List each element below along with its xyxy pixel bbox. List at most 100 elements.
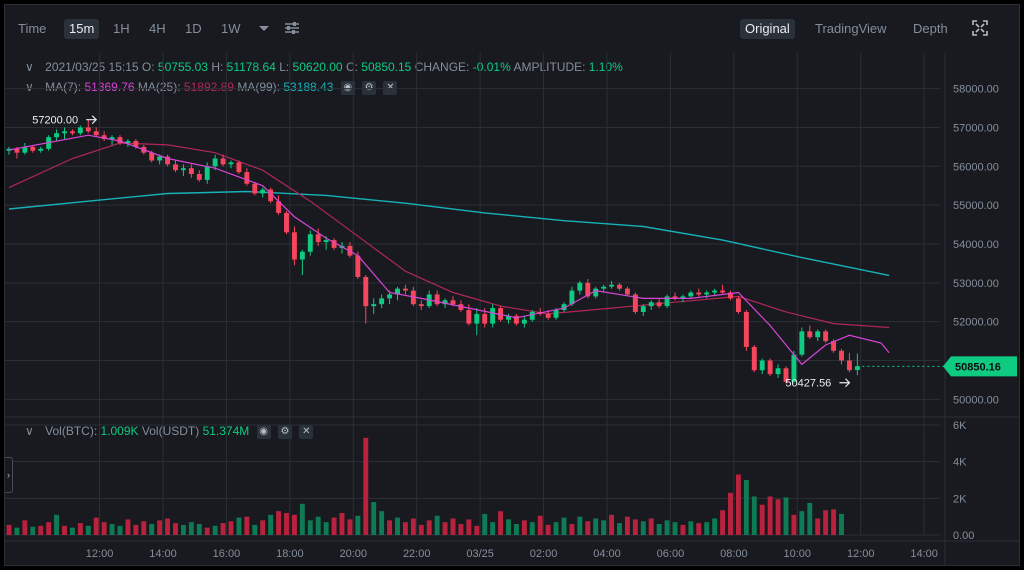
view-depth[interactable]: Depth: [913, 21, 948, 36]
time-axis-tick: 06:00: [657, 548, 685, 560]
chart-panel: Time 15m 1H 4H 1D 1W Original TradingVie…: [4, 4, 1020, 566]
candle-body: [624, 288, 630, 295]
volume-bar: [783, 497, 789, 535]
amplitude-value: 1.10%: [588, 60, 623, 74]
candle-body: [157, 156, 163, 161]
side-panel-toggle[interactable]: ›: [5, 457, 13, 493]
volume-bar: [173, 523, 178, 535]
ma-info-row: ∨ MA(7): 51369.76 MA(25): 51892.89 MA(99…: [25, 79, 398, 95]
ma-settings-gear-icon[interactable]: ⚙: [362, 80, 377, 95]
candle-body: [244, 172, 250, 184]
volume-bar: [466, 519, 472, 535]
volume-bar: [609, 514, 615, 535]
candle-body: [490, 308, 496, 324]
candle-body: [173, 164, 178, 171]
interval-time[interactable]: Time: [18, 21, 47, 36]
candle-body: [521, 319, 527, 324]
volume-bar: [220, 523, 226, 535]
candle-body: [117, 137, 123, 143]
volume-bar: [458, 524, 464, 535]
candle-body: [54, 133, 60, 138]
volume-bar: [640, 521, 646, 535]
candle-body: [577, 282, 583, 291]
candle-body: [482, 313, 488, 324]
candle-body: [561, 304, 567, 311]
interval-4h[interactable]: 4H: [149, 21, 166, 36]
collapse-ma-icon[interactable]: ∨: [25, 80, 34, 94]
low-label: L:: [279, 60, 290, 74]
volume-bar: [133, 524, 139, 535]
volume-bar: [474, 525, 480, 535]
volume-bar: [529, 522, 535, 535]
view-tradingview[interactable]: TradingView: [815, 21, 887, 36]
price-annotation-label: 57200.00: [32, 115, 78, 127]
candle-body: [236, 162, 242, 173]
ma-close-icon[interactable]: ✕: [383, 80, 398, 95]
volume-bar: [593, 518, 599, 535]
vol-settings-gear-icon[interactable]: ⚙: [277, 424, 292, 439]
indicator-settings-icon[interactable]: [284, 18, 300, 44]
candle-body: [204, 166, 210, 180]
volume-bar: [307, 520, 313, 535]
volume-bar: [743, 480, 749, 535]
fullscreen-icon[interactable]: [971, 18, 989, 44]
volume-bar: [260, 520, 266, 535]
vol-close-icon[interactable]: ✕: [299, 424, 314, 439]
volume-bar: [109, 524, 115, 535]
price-chart-svg[interactable]: 58000.00 57000.00 56000.00 55000.00 54000.00…: [5, 5, 1020, 566]
candle-body: [299, 251, 305, 260]
collapse-volume-icon[interactable]: ∨: [25, 424, 34, 438]
candle-body: [775, 368, 781, 375]
ma7-value: 51369.76: [84, 80, 135, 94]
last-price-tag: [943, 356, 1017, 377]
volume-axis-tick: 4K: [953, 457, 967, 469]
volume-bar: [347, 519, 353, 535]
ma25-value: 51892.89: [183, 80, 234, 94]
volume-bar: [196, 524, 202, 535]
volume-bar: [54, 514, 60, 535]
collapse-ohlc-icon[interactable]: ∨: [25, 60, 34, 74]
ma-visibility-eye-icon[interactable]: ◉: [340, 80, 355, 95]
view-original[interactable]: Original: [740, 19, 795, 39]
volume-bar: [775, 499, 781, 535]
interval-1d[interactable]: 1D: [185, 21, 202, 36]
time-axis-tick: 12:00: [86, 548, 114, 560]
ma25-line: [8, 142, 890, 329]
candle-body: [506, 315, 511, 320]
volume-bar: [236, 517, 242, 535]
volume-bar: [624, 516, 630, 535]
interval-dropdown-icon[interactable]: [258, 18, 270, 44]
ma99-value: 53188.43: [283, 80, 334, 94]
time-axis-tick: 18:00: [276, 548, 304, 560]
volume-bar: [323, 522, 329, 535]
volume-bar: [371, 502, 377, 535]
candle-body: [268, 189, 274, 202]
volume-bar: [402, 522, 408, 535]
volume-bar: [228, 521, 234, 535]
interval-1h[interactable]: 1H: [113, 21, 130, 36]
interval-15m[interactable]: 15m: [64, 19, 100, 39]
volume-bar: [815, 518, 821, 535]
volume-bar: [601, 520, 607, 535]
volume-bar: [537, 515, 543, 535]
volume-bar: [704, 522, 710, 535]
time-axis-tick: 02:00: [530, 548, 558, 560]
volume-bar: [157, 520, 163, 535]
vol-usdt-label: Vol(USDT): [141, 424, 200, 438]
change-value: -0.01%: [472, 60, 511, 74]
interval-1w[interactable]: 1W: [221, 21, 241, 36]
price-axis-tick: 52000.00: [953, 317, 999, 329]
candle-body: [640, 306, 646, 312]
price-axis-tick: 53000.00: [953, 278, 999, 290]
candle-body: [77, 127, 83, 134]
volume-bar: [656, 524, 662, 535]
vol-visibility-eye-icon[interactable]: ◉: [256, 424, 271, 439]
candle-body: [585, 282, 591, 297]
volume-bar: [165, 518, 171, 535]
volume-bar: [299, 503, 305, 535]
ma7-label: MA(7):: [45, 80, 82, 94]
ohlc-info-row: ∨ 2021/03/25 15:15 O: 50755.03 H: 51178.…: [25, 59, 623, 75]
candle-body: [323, 240, 329, 243]
time-axis-tick: 22:00: [403, 548, 431, 560]
candle-body: [743, 311, 749, 347]
